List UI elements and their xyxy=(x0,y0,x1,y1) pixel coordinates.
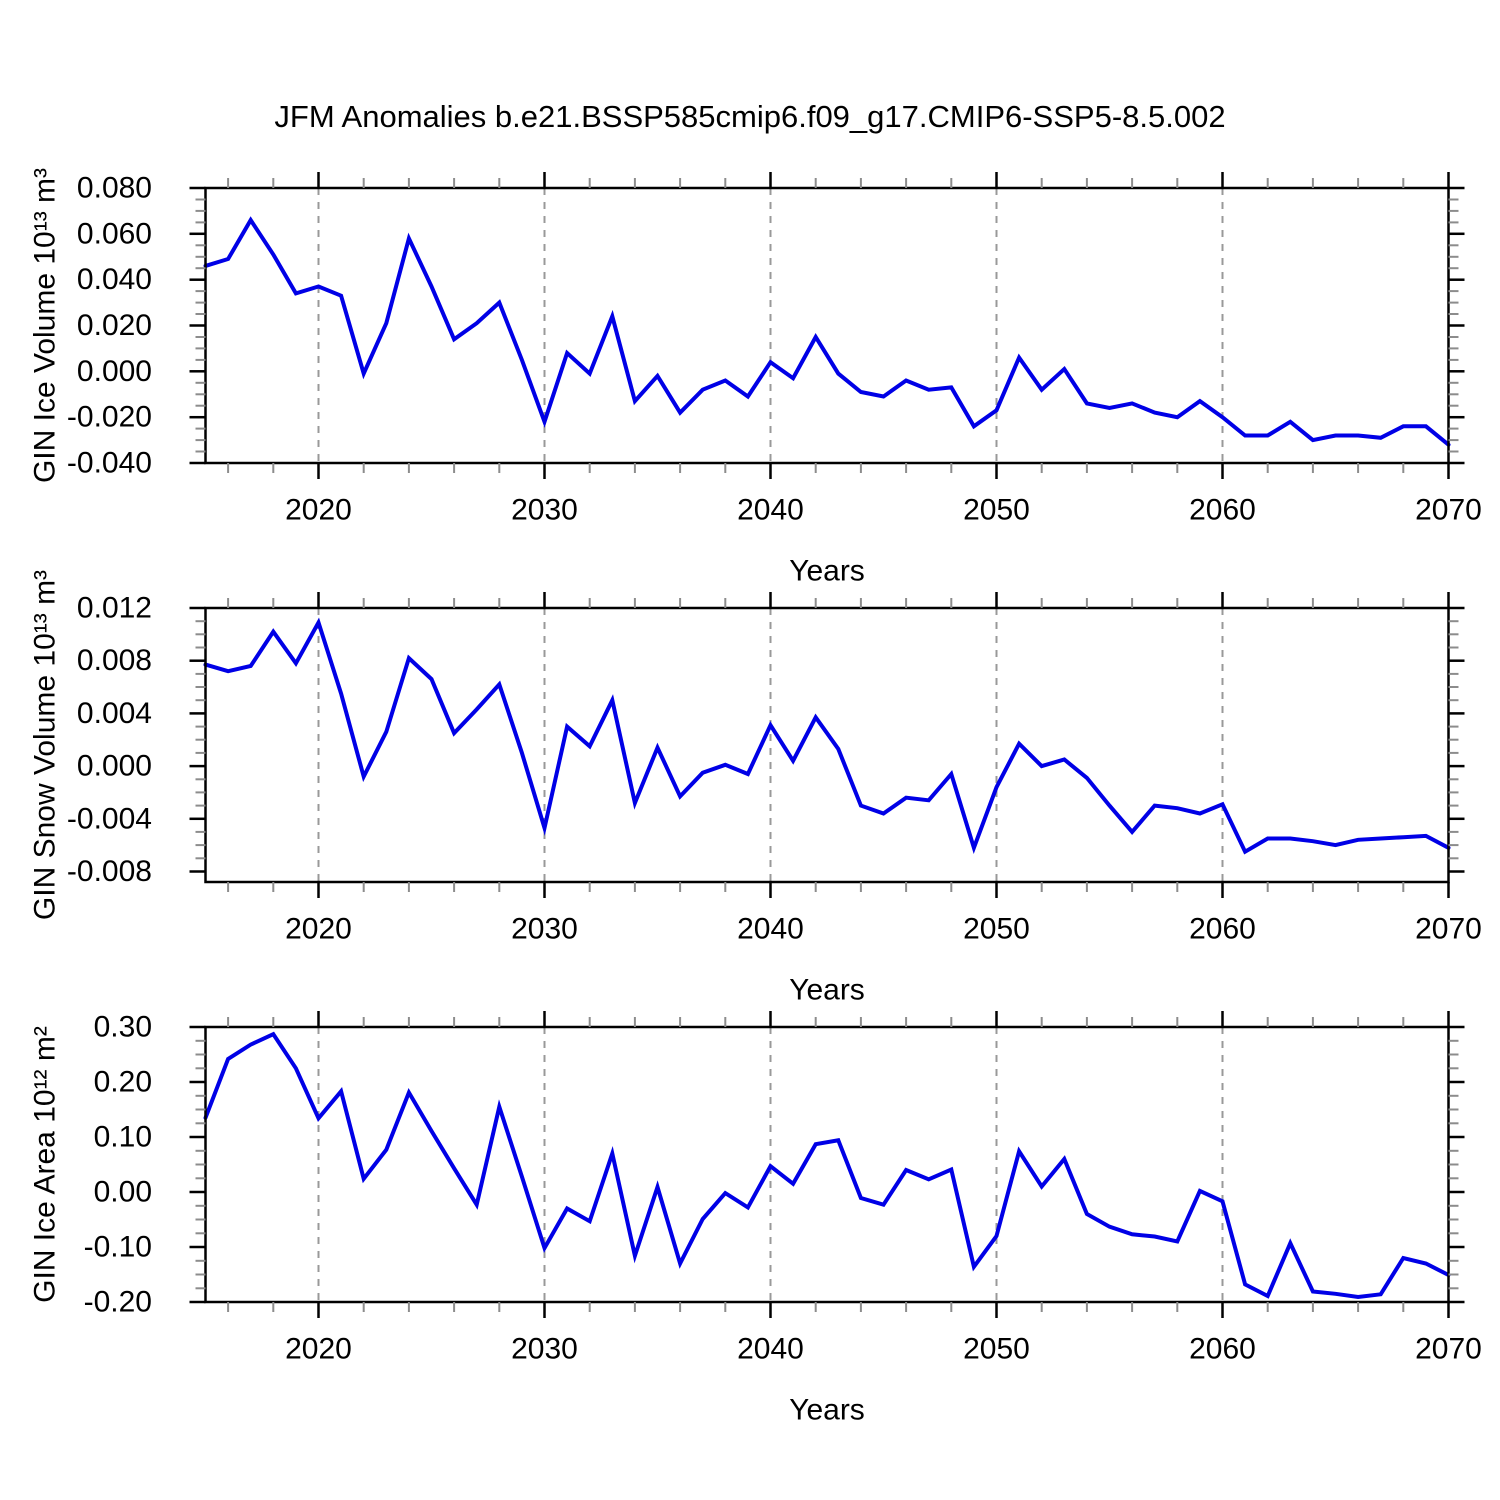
y-tick-label: -0.040 xyxy=(67,447,152,480)
x-tick-label: 2030 xyxy=(511,494,578,527)
y-tick-label: 0.040 xyxy=(77,263,152,296)
x-tick-label: 2030 xyxy=(511,913,578,946)
y-tick-label: 0.20 xyxy=(94,1066,152,1099)
x-tick-label: 2050 xyxy=(963,1333,1030,1366)
gin-ice-volume-ylabel: GIN Ice Volume 10¹³ m³ xyxy=(29,168,62,483)
x-tick-label: 2050 xyxy=(963,494,1030,527)
x-tick-label: 2020 xyxy=(285,494,352,527)
y-tick-label: 0.008 xyxy=(77,644,152,677)
panel-gin-ice-area: 2020 2030 2040 2050 2060 2070 0.30 0.20 0.10 0.00… xyxy=(29,1011,1482,1427)
x-tick-label: 2020 xyxy=(285,913,352,946)
gin-snow-volume-series-line xyxy=(203,617,1451,855)
gin-ice-volume-series-line xyxy=(203,216,1451,447)
y-tick-label: 0.060 xyxy=(77,217,152,250)
panel-gin-snow-volume: 2020 2030 2040 2050 2060 20700.0120.0080.0040… xyxy=(29,570,1482,1007)
gin-ice-area-xlabel: Years xyxy=(789,1394,865,1427)
y-tick-label: 0.00 xyxy=(94,1176,152,1209)
y-tick-label: 0.004 xyxy=(77,697,152,730)
chart-title: JFM Anomalies b.e21.BSSP585cmip6.f09_g17… xyxy=(274,99,1225,134)
y-tick-label: -0.020 xyxy=(67,401,152,434)
y-tick-label: -0.10 xyxy=(84,1231,152,1264)
y-tick-label: 0.080 xyxy=(77,172,152,205)
gin-snow-volume-frame xyxy=(204,606,1450,884)
y-ticks: 0.080 0.060 0.040 0.020 0.000 -0.020 -0.040 xyxy=(67,172,1465,480)
panels-group: 2020 2030 2040 2050 2060 20700.0800.0600.0400… xyxy=(29,168,1482,1427)
x-ticks: 2020 2030 2040 2050 2060 2070 xyxy=(227,592,1482,946)
y-tick-label: 0.012 xyxy=(77,592,152,625)
x-tick-label: 2050 xyxy=(963,913,1030,946)
y-tick-label: 0.020 xyxy=(77,309,152,342)
y-tick-label: 0.000 xyxy=(77,750,152,783)
y-tick-label: 0.10 xyxy=(94,1121,152,1154)
panel-gin-ice-volume: 2020 2030 2040 2050 2060 20700.0800.0600.0400… xyxy=(29,168,1482,588)
y-tick-label: -0.008 xyxy=(67,855,152,888)
gin-snow-volume-ylabel: GIN Snow Volume 10¹³ m³ xyxy=(29,570,62,920)
gin-ice-area-ylabel: GIN Ice Area 10¹² m² xyxy=(29,1026,62,1303)
x-tick-label: 2030 xyxy=(511,1333,578,1366)
x-tick-label: 2070 xyxy=(1415,1333,1482,1366)
x-tick-label: 2070 xyxy=(1415,913,1482,946)
gin-snow-volume-xlabel: Years xyxy=(789,974,865,1007)
gin-ice-volume-xlabel: Years xyxy=(789,555,865,588)
x-tick-label: 2020 xyxy=(285,1333,352,1366)
gin-ice-volume-frame xyxy=(204,186,1450,465)
y-tick-label: -0.004 xyxy=(67,802,152,835)
y-tick-label: 0.30 xyxy=(94,1011,152,1044)
gin-ice-area-frame xyxy=(204,1025,1450,1304)
x-tick-label: 2060 xyxy=(1189,1333,1256,1366)
y-tick-label: -0.20 xyxy=(84,1286,152,1319)
x-tick-label: 2060 xyxy=(1189,913,1256,946)
x-tick-label: 2070 xyxy=(1415,494,1482,527)
x-tick-label: 2060 xyxy=(1189,494,1256,527)
y-ticks: 0.012 0.008 0.004 0.000 -0.004 -0.008 xyxy=(67,592,1465,888)
x-tick-label: 2040 xyxy=(737,494,804,527)
x-ticks: 2020 2030 2040 2050 2060 2070 xyxy=(227,172,1482,527)
x-tick-label: 2040 xyxy=(737,913,804,946)
gin-ice-area-series-line xyxy=(203,1031,1451,1300)
y-tick-label: 0.000 xyxy=(77,355,152,388)
x-ticks: 2020 2030 2040 2050 2060 2070 xyxy=(227,1011,1482,1366)
x-tick-label: 2040 xyxy=(737,1333,804,1366)
y-ticks: 0.30 0.20 0.10 0.00 -0.10 -0.20 xyxy=(84,1011,1465,1319)
